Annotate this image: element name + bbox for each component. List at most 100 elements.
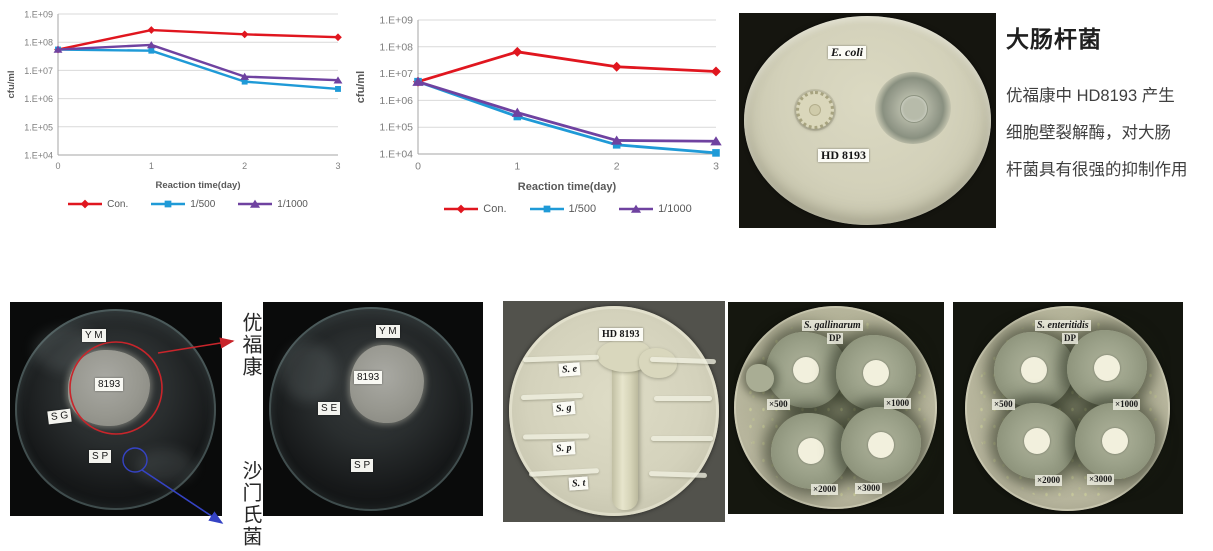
panel-line-2: 细胞壁裂解酶，对大肠 (1006, 124, 1171, 142)
legend-item: 1/500 (529, 203, 596, 215)
description-panel: 大肠杆菌 优福康中 HD8193 产生 细胞壁裂解酶，对大肠 杆菌具有很强的抑制… (1006, 20, 1213, 189)
petri-dish: S. gallinarum DP ×500 ×1000 ×2000 ×3000 (734, 306, 937, 509)
svg-text:1.E+08: 1.E+08 (379, 41, 413, 53)
streak-st-right (648, 470, 708, 479)
label-sg: S G (47, 408, 72, 425)
svg-text:1.E+04: 1.E+04 (379, 149, 413, 161)
label-sp: S. p (552, 441, 575, 456)
svg-text:2: 2 (614, 161, 620, 173)
panel-line-1: 优福康中 HD8193 产生 (1006, 87, 1175, 105)
svg-text:1.E+07: 1.E+07 (24, 66, 53, 76)
svg-text:1.E+06: 1.E+06 (24, 94, 53, 104)
colony-1000 (1067, 330, 1147, 406)
ecoli-plate-photo: E. coli HD 8193 (739, 13, 996, 228)
svg-text:1: 1 (514, 161, 520, 173)
dilution-500: ×500 (992, 399, 1015, 410)
svg-text:1.E+05: 1.E+05 (379, 122, 413, 134)
svg-text:1.E+06: 1.E+06 (379, 95, 413, 107)
dilution-1000: ×1000 (884, 398, 912, 409)
label-sp: S P (89, 450, 112, 463)
dilution-500: ×500 (767, 399, 790, 410)
colony-2000 (771, 413, 851, 489)
label-hd8193: HD 8193 (599, 328, 643, 341)
legend-item: 1/1000 (237, 198, 308, 210)
paper-disc (793, 357, 819, 383)
panel-title: 大肠杆菌 (1006, 26, 1102, 52)
hd8193-label: HD 8193 (818, 149, 869, 162)
dilution-1000: ×1000 (1113, 399, 1141, 410)
legend-item: Con. (67, 198, 128, 210)
bacteria-growth-chart-2: 1.E+04 1.E+05 1.E+06 1.E+07 1.E+08 1.E+09 0 1 2 3… (355, 15, 722, 193)
salmonella-plate-photo-2: Y M 8193 S E S P (263, 302, 483, 516)
dp-label: DP (827, 333, 843, 344)
inhibition-zone (875, 72, 951, 144)
svg-text:1.E+07: 1.E+07 (379, 68, 413, 80)
ecoli-label: E. coli (828, 46, 866, 59)
petri-dish: E. coli HD 8193 (744, 16, 991, 225)
paper-disc (1021, 357, 1047, 383)
hd8193-colony (796, 91, 834, 129)
salmonella-plate-photo-1: Y M 8193 S G S P (10, 302, 222, 516)
small-colony (746, 364, 774, 392)
bacteria-growth-chart-1: 1.E+04 1.E+05 1.E+06 1.E+07 1.E+08 1.E+09 0 1 2 3… (6, 10, 343, 191)
colony-2000 (997, 403, 1077, 479)
svg-text:1.E+04: 1.E+04 (24, 151, 53, 161)
colony-500 (994, 332, 1074, 408)
hd8193-colony (350, 345, 424, 423)
label-8193: 8193 (95, 378, 124, 391)
streak-sp-left (522, 433, 590, 440)
streak-sp-right (651, 436, 713, 441)
svg-text:0: 0 (55, 161, 60, 171)
petri-dish: HD 8193 S. e S. g S. p S. t (509, 306, 719, 516)
chart-2-legend: Con. 1/500 1/1000 (415, 203, 720, 215)
svg-text:Reaction time(day): Reaction time(day) (156, 180, 241, 191)
svg-text:1: 1 (149, 161, 154, 171)
annotation-youfukang: 优福康 (239, 312, 261, 378)
colony-1000 (836, 335, 916, 411)
petri-dish: S. enteritidis DP ×500 ×1000 ×2000 ×3000 (965, 306, 1170, 511)
legend-item: 1/500 (150, 198, 215, 210)
svg-text:cfu/ml: cfu/ml (355, 71, 367, 103)
svg-text:cfu/ml: cfu/ml (6, 71, 17, 99)
svg-text:Reaction time(day): Reaction time(day) (518, 181, 617, 193)
dp-label: DP (1062, 333, 1078, 344)
species-label: S. enteritidis (1035, 320, 1091, 331)
paper-disc (1094, 355, 1120, 381)
legend-item: 1/1000 (618, 203, 692, 215)
cross-streak-plate-photo: HD 8193 S. e S. g S. p S. t (503, 301, 725, 522)
species-label: S. gallinarum (802, 320, 863, 331)
haze (135, 449, 195, 484)
label-sg: S. g (552, 401, 576, 416)
colony-3000 (1075, 403, 1155, 479)
legend-item: Con. (443, 203, 507, 215)
label-ym: Y M (376, 325, 400, 338)
streak-se-left (522, 354, 600, 363)
panel-line-3: 杆菌具有很强的抑制作用 (1006, 161, 1188, 179)
streak-side-blob (639, 348, 677, 378)
paper-disc (863, 360, 889, 386)
label-st: S. t (568, 476, 589, 491)
dilution-3000: ×3000 (1087, 474, 1115, 485)
chart-1-legend: Con. 1/500 1/1000 (45, 198, 330, 210)
label-8193: 8193 (354, 371, 383, 384)
svg-text:1.E+05: 1.E+05 (24, 122, 53, 132)
svg-text:3: 3 (713, 161, 719, 173)
enteritidis-plate-photo: S. enteritidis DP ×500 ×1000 ×2000 ×3000 (953, 302, 1183, 514)
svg-text:2: 2 (242, 161, 247, 171)
svg-text:1.E+09: 1.E+09 (24, 10, 53, 20)
label-se: S E (318, 402, 341, 415)
paper-disc (1102, 428, 1128, 454)
svg-text:0: 0 (415, 161, 421, 173)
paper-disc (1024, 428, 1050, 454)
label-ym: Y M (82, 329, 106, 342)
streak-sg-right (654, 396, 712, 401)
paper-disc (868, 432, 894, 458)
dilution-3000: ×3000 (855, 483, 883, 494)
label-se: S. e (558, 362, 581, 377)
petri-dish: Y M 8193 S G S P (15, 309, 216, 510)
streak-sg-left (520, 392, 584, 401)
colony-500 (766, 332, 846, 408)
gallinarum-plate-photo: S. gallinarum DP ×500 ×1000 ×2000 ×3000 (728, 302, 944, 514)
svg-text:1.E+08: 1.E+08 (24, 38, 53, 48)
